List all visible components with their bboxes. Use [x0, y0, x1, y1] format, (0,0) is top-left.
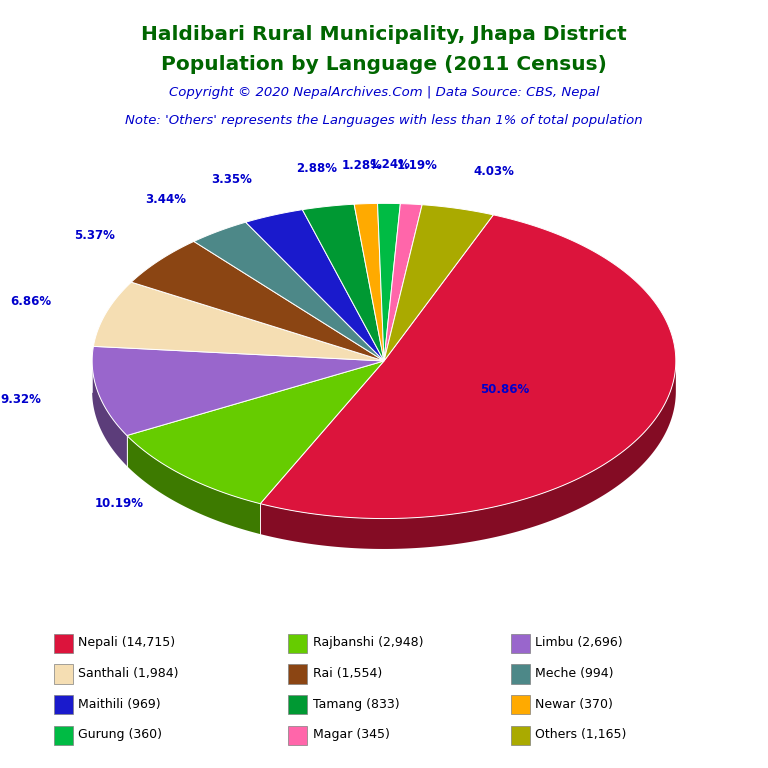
Text: 4.03%: 4.03% [473, 164, 514, 177]
Text: 2.88%: 2.88% [296, 162, 337, 175]
Polygon shape [131, 241, 384, 361]
Text: Tamang (833): Tamang (833) [313, 698, 399, 710]
Text: Haldibari Rural Municipality, Jhapa District: Haldibari Rural Municipality, Jhapa Dist… [141, 25, 627, 44]
Text: 50.86%: 50.86% [480, 382, 529, 396]
Text: 1.28%: 1.28% [342, 158, 382, 171]
Polygon shape [260, 215, 676, 518]
Polygon shape [303, 204, 384, 361]
Text: Meche (994): Meche (994) [535, 667, 614, 680]
Text: Gurung (360): Gurung (360) [78, 729, 162, 741]
Text: 3.44%: 3.44% [145, 193, 186, 206]
Text: 5.37%: 5.37% [74, 229, 115, 242]
Polygon shape [260, 361, 676, 549]
Polygon shape [384, 205, 493, 361]
Polygon shape [246, 210, 384, 361]
Text: 1.19%: 1.19% [396, 159, 437, 172]
Text: Magar (345): Magar (345) [313, 729, 389, 741]
Text: Limbu (2,696): Limbu (2,696) [535, 637, 623, 649]
Polygon shape [378, 204, 400, 361]
Text: 6.86%: 6.86% [10, 295, 51, 308]
Text: 9.32%: 9.32% [1, 393, 41, 406]
Polygon shape [127, 435, 260, 534]
Polygon shape [92, 361, 127, 466]
Text: 3.35%: 3.35% [210, 173, 252, 186]
Polygon shape [94, 282, 384, 361]
Polygon shape [354, 204, 384, 361]
Text: 1.24%: 1.24% [369, 158, 410, 171]
Text: Newar (370): Newar (370) [535, 698, 613, 710]
Text: Santhali (1,984): Santhali (1,984) [78, 667, 179, 680]
Polygon shape [384, 204, 422, 361]
Text: Rajbanshi (2,948): Rajbanshi (2,948) [313, 637, 423, 649]
Polygon shape [194, 222, 384, 361]
Text: 10.19%: 10.19% [94, 497, 144, 510]
Text: Maithili (969): Maithili (969) [78, 698, 161, 710]
Text: Copyright © 2020 NepalArchives.Com | Data Source: CBS, Nepal: Copyright © 2020 NepalArchives.Com | Dat… [169, 86, 599, 99]
Text: Others (1,165): Others (1,165) [535, 729, 627, 741]
Text: Rai (1,554): Rai (1,554) [313, 667, 382, 680]
Text: Population by Language (2011 Census): Population by Language (2011 Census) [161, 55, 607, 74]
Text: Nepali (14,715): Nepali (14,715) [78, 637, 175, 649]
Text: Note: 'Others' represents the Languages with less than 1% of total population: Note: 'Others' represents the Languages … [125, 114, 643, 127]
Polygon shape [127, 361, 384, 504]
Polygon shape [92, 346, 384, 435]
